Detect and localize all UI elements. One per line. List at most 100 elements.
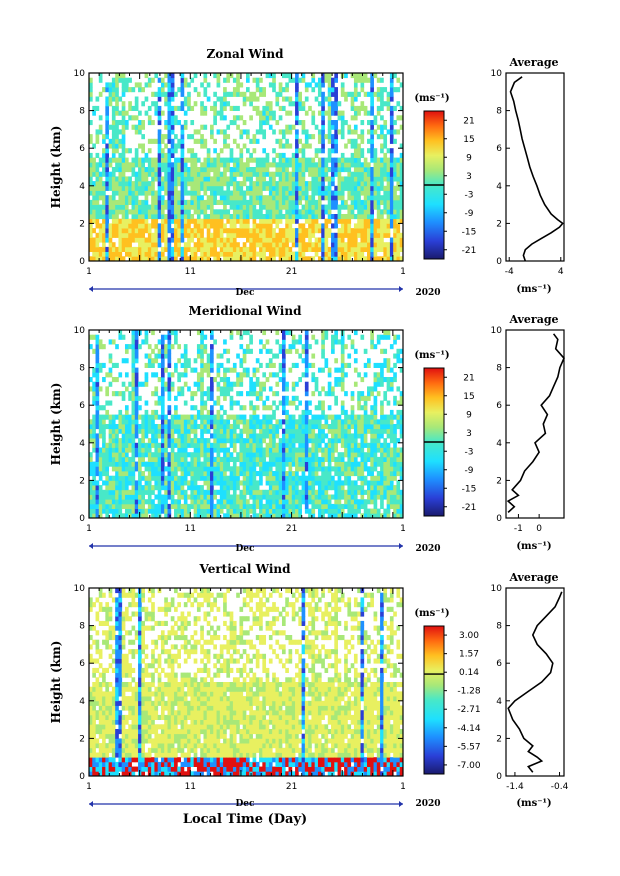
zonal-field-cell — [331, 171, 335, 177]
meridional-field-cell — [285, 428, 289, 434]
meridional-field-cell — [164, 452, 168, 458]
meridional-field-cell — [236, 466, 240, 472]
meridional-field-cell — [157, 471, 162, 477]
meridional-field-cell — [275, 456, 280, 462]
meridional-field-cell — [105, 475, 110, 481]
meridional-field-cell — [291, 424, 296, 430]
meridional-field-cell — [334, 466, 338, 472]
zonal-field-cell — [151, 223, 155, 229]
meridional-field-cell — [262, 372, 267, 378]
zonal-field-cell — [236, 246, 240, 252]
meridional-field-cell — [226, 438, 231, 444]
zonal-field-cell — [360, 181, 365, 187]
zonal-field-cell — [196, 256, 201, 262]
meridional-field-cell — [141, 456, 145, 462]
zonal-field-cell — [340, 82, 345, 88]
zonal-field-cell — [370, 105, 374, 111]
zonal-field-cell — [396, 256, 401, 262]
zonal-field-cell — [259, 162, 263, 168]
meridional-field-cell — [291, 395, 296, 401]
zonal-field-cell — [138, 242, 142, 248]
meridional-field-cell — [187, 471, 191, 477]
zonal-field-cell — [327, 256, 332, 262]
meridional-field-cell — [118, 475, 123, 481]
meridional-field-cell — [229, 475, 234, 481]
zonal-field-cell — [327, 77, 332, 83]
zonal-field-cell — [252, 91, 257, 97]
zonal-field-cell — [210, 199, 214, 205]
zonal-field-cell — [115, 124, 119, 130]
meridional-field-cell — [177, 428, 181, 434]
meridional-field-cell — [154, 456, 159, 462]
zonal-field-cell — [275, 171, 280, 177]
zonal-field-cell — [291, 181, 296, 187]
meridional-field-cell — [216, 367, 221, 373]
meridional-field-cell — [200, 334, 204, 340]
zonal-field-cell — [278, 152, 283, 158]
zonal-field-cell — [272, 176, 276, 182]
zonal-field-cell — [174, 91, 178, 97]
zonal-field-cell — [98, 129, 103, 135]
meridional-field-cell — [239, 499, 244, 505]
zonal-field-cell — [167, 176, 172, 182]
zonal-field-cell — [353, 190, 358, 196]
zonal-field-cell — [144, 82, 149, 88]
zonal-field-cell — [347, 171, 352, 177]
meridional-field-cell — [210, 391, 214, 397]
meridional-field-cell — [344, 447, 348, 453]
meridional-field-cell — [190, 367, 195, 373]
meridional-field-cell — [187, 414, 191, 420]
zonal-field-cell — [321, 101, 325, 107]
zonal-field-cell — [268, 195, 273, 201]
meridional-field-cell — [223, 339, 227, 345]
zonal-field-cell — [272, 195, 276, 201]
zonal-field-cell — [138, 223, 142, 229]
meridional-field-cell — [95, 414, 100, 420]
meridional-field-cell — [131, 409, 136, 415]
zonal-field-cell — [124, 87, 129, 93]
meridional-field-cell — [265, 414, 270, 420]
zonal-field-cell — [164, 73, 168, 79]
meridional-field-cell — [242, 480, 247, 486]
zonal-field-cell — [262, 218, 267, 224]
zonal-field-cell — [347, 138, 352, 144]
meridional-field-cell — [272, 400, 276, 406]
meridional-field-cell — [144, 513, 149, 519]
meridional-field-cell — [232, 489, 237, 495]
zonal-field-cell — [396, 242, 401, 248]
zonal-field-cell — [170, 148, 175, 154]
meridional-field-cell — [177, 386, 181, 392]
zonal-field-cell — [170, 105, 175, 111]
meridional-field-cell — [89, 428, 93, 434]
zonal-field-cell — [246, 87, 250, 93]
meridional-field-cell — [160, 358, 165, 364]
meridional-field-cell — [281, 348, 286, 354]
zonal-field-cell — [124, 204, 129, 210]
meridional-field-cell — [308, 489, 312, 495]
meridional-field-cell — [128, 381, 132, 387]
zonal-field-cell — [200, 110, 204, 116]
zonal-field-cell — [144, 256, 149, 262]
zonal-field-cell — [128, 77, 132, 83]
zonal-field-cell — [298, 171, 302, 177]
zonal-field-cell — [370, 152, 374, 158]
meridional-field-cell — [160, 386, 165, 392]
zonal-field-cell — [275, 167, 280, 173]
meridional-field-cell — [180, 442, 185, 448]
meridional-field-cell — [92, 381, 96, 387]
zonal-field-cell — [144, 167, 149, 173]
zonal-field-cell — [167, 152, 172, 158]
zonal-field-cell — [89, 134, 93, 140]
meridional-field-cell — [340, 367, 345, 373]
zonal-field-cell — [177, 223, 181, 229]
zonal-field-cell — [321, 115, 325, 121]
meridional-field-cell — [242, 424, 247, 430]
meridional-field-cell — [98, 513, 103, 519]
zonal-field-cell — [219, 209, 224, 215]
zonal-field-cell — [213, 148, 217, 154]
meridional-field-cell — [200, 452, 204, 458]
zonal-field-cell — [131, 228, 136, 234]
zonal-field-cell — [301, 214, 306, 220]
zonal-field-cell — [373, 115, 378, 121]
zonal-field-cell — [180, 228, 185, 234]
